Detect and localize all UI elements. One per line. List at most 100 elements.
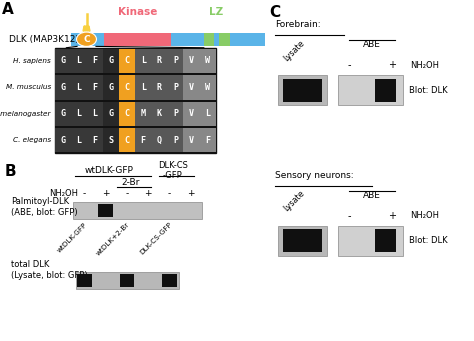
Text: +: + <box>388 211 396 221</box>
Text: ABE: ABE <box>363 191 381 199</box>
Text: K: K <box>157 109 162 118</box>
Bar <box>119 49 135 73</box>
Text: Blot: DLK: Blot: DLK <box>409 86 447 95</box>
Text: V: V <box>189 136 194 145</box>
Bar <box>183 128 200 152</box>
Text: L: L <box>205 109 210 118</box>
Text: P: P <box>173 83 178 92</box>
Bar <box>278 226 327 256</box>
Text: Palmitoyl-DLK
(ABE, blot: GFP): Palmitoyl-DLK (ABE, blot: GFP) <box>11 197 77 217</box>
Text: L: L <box>141 57 146 65</box>
Text: P: P <box>173 57 178 65</box>
Bar <box>338 75 403 105</box>
Bar <box>103 75 119 100</box>
Text: A: A <box>2 2 14 17</box>
Text: Sensory neurons:: Sensory neurons: <box>275 170 354 179</box>
Bar <box>135 49 151 73</box>
Text: F: F <box>92 136 97 145</box>
Bar <box>55 48 216 153</box>
Bar <box>87 75 103 100</box>
Bar <box>200 75 216 100</box>
Text: Forebrain:: Forebrain: <box>275 20 321 29</box>
Circle shape <box>76 32 97 46</box>
Text: -: - <box>347 60 351 70</box>
Text: ABE: ABE <box>363 40 381 49</box>
Text: DLK (MAP3K12): DLK (MAP3K12) <box>9 35 79 44</box>
Text: C. elegans: C. elegans <box>13 137 51 143</box>
Text: C: C <box>270 5 281 20</box>
Text: G: G <box>109 109 113 118</box>
Bar <box>200 49 216 73</box>
Text: +: + <box>388 60 396 70</box>
Text: L: L <box>76 109 81 118</box>
Text: Lysate: Lysate <box>282 189 307 213</box>
Bar <box>119 128 135 152</box>
Bar <box>55 49 71 73</box>
Bar <box>278 75 327 105</box>
Text: C: C <box>125 57 129 65</box>
Text: L: L <box>92 109 97 118</box>
Bar <box>204 33 214 46</box>
Bar <box>119 75 135 100</box>
Bar <box>71 75 87 100</box>
Bar <box>283 229 322 252</box>
Text: G: G <box>60 83 65 92</box>
Text: +: + <box>187 189 194 198</box>
Text: wtDLK-GFP: wtDLK-GFP <box>56 221 89 253</box>
Bar <box>151 102 167 126</box>
Bar <box>135 75 151 100</box>
Text: +: + <box>145 189 152 198</box>
Bar <box>283 79 322 102</box>
Text: L: L <box>76 83 81 92</box>
Text: NH₂OH: NH₂OH <box>49 189 78 198</box>
Text: B: B <box>4 164 16 179</box>
Text: L: L <box>141 83 146 92</box>
Text: G: G <box>60 57 65 65</box>
Text: P: P <box>173 136 178 145</box>
Text: wtDLK-GFP: wtDLK-GFP <box>84 166 134 175</box>
Bar <box>76 272 179 289</box>
Text: W: W <box>205 57 210 65</box>
Text: -: - <box>83 189 86 198</box>
Text: F: F <box>141 136 146 145</box>
Text: G: G <box>60 109 65 118</box>
Text: -: - <box>168 189 171 198</box>
Text: D. melanogaster: D. melanogaster <box>0 111 51 117</box>
Text: LZ: LZ <box>209 7 223 17</box>
Text: NH₂OH: NH₂OH <box>410 211 439 220</box>
Bar <box>167 102 183 126</box>
Text: V: V <box>189 57 194 65</box>
Text: V: V <box>189 83 194 92</box>
Text: W: W <box>205 83 210 92</box>
Text: C: C <box>83 35 90 44</box>
Bar <box>103 102 119 126</box>
Text: NH₂OH: NH₂OH <box>410 61 439 70</box>
Bar <box>200 102 216 126</box>
Text: L: L <box>76 57 81 65</box>
Bar <box>151 128 167 152</box>
Bar <box>71 49 87 73</box>
Bar <box>375 79 396 102</box>
Bar <box>104 33 171 46</box>
Bar <box>375 229 396 252</box>
Text: Blot: DLK: Blot: DLK <box>409 236 447 245</box>
Bar <box>219 33 230 46</box>
Text: M. musculus: M. musculus <box>6 84 51 90</box>
Bar <box>162 273 177 287</box>
Text: V: V <box>189 109 194 118</box>
Text: S: S <box>109 136 113 145</box>
Bar <box>167 49 183 73</box>
Bar <box>71 33 265 46</box>
Text: G: G <box>109 83 113 92</box>
Bar <box>87 128 103 152</box>
Text: H. sapiens: H. sapiens <box>13 58 51 64</box>
Text: P: P <box>173 109 178 118</box>
Bar <box>338 226 403 256</box>
Text: G: G <box>60 136 65 145</box>
Bar <box>183 75 200 100</box>
Bar <box>55 102 71 126</box>
Text: -: - <box>347 211 351 221</box>
Bar <box>99 204 113 217</box>
Bar <box>87 102 103 126</box>
Text: L: L <box>76 136 81 145</box>
